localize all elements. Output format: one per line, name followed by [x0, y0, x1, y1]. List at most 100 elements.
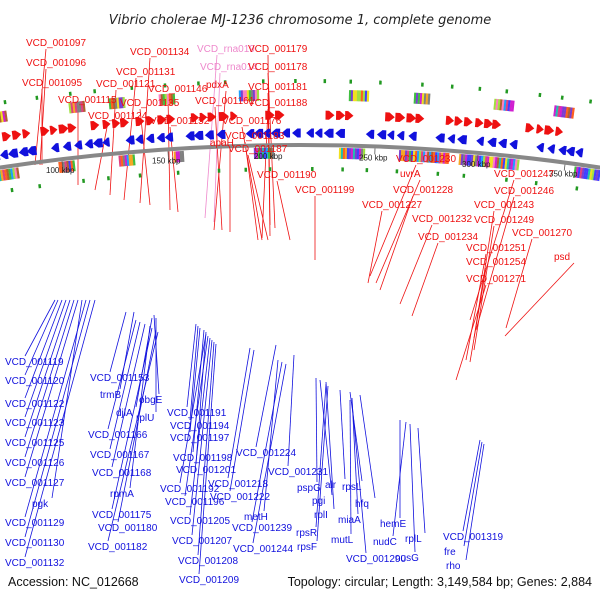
gene-label[interactable]: VCD_001244: [233, 544, 293, 555]
gene-label[interactable]: VCD_001246: [494, 186, 554, 197]
gene-label[interactable]: psd: [554, 252, 570, 263]
gene-label[interactable]: VCD_001205: [170, 516, 230, 527]
gene-label[interactable]: VCD_001209: [179, 575, 239, 586]
gene-label[interactable]: VCD_001180: [98, 523, 158, 534]
gene-label[interactable]: pgi: [312, 496, 325, 507]
gene-label[interactable]: VCD_001168: [92, 468, 152, 479]
gene-label[interactable]: VCD_001194: [170, 421, 230, 432]
gene-label[interactable]: VCD_001097: [26, 38, 86, 49]
gene-label[interactable]: VCD_001167: [90, 450, 150, 461]
gene-label[interactable]: VCD_001270: [512, 228, 572, 239]
gene-label[interactable]: rpmA: [110, 489, 134, 500]
gene-label[interactable]: VCD_001121: [96, 79, 156, 90]
gene-label[interactable]: VCD_001254: [466, 257, 526, 268]
gene-label[interactable]: VCD_001120: [5, 376, 65, 387]
gene-label[interactable]: VCD_001146: [148, 84, 208, 95]
gene-label[interactable]: rpsF: [297, 542, 317, 553]
gene-labels[interactable]: VCD_001097 VCD_001096 VCD_001095 VCD_001115…: [5, 38, 572, 586]
gene-label[interactable]: VCD_001135: [120, 98, 180, 109]
gene-label[interactable]: VCD_001227: [362, 200, 422, 211]
gene-label[interactable]: VCD_001119: [5, 357, 64, 368]
gene-label[interactable]: VCD_001132: [5, 558, 65, 569]
gene-label[interactable]: VCD_001191: [167, 408, 227, 419]
gene-label[interactable]: trmB: [100, 390, 121, 401]
gene-label[interactable]: VCD_001115: [58, 95, 117, 106]
gene-label[interactable]: VCD_001290: [346, 554, 406, 565]
gene-label[interactable]: rplI: [314, 510, 328, 521]
gene-label[interactable]: VCD_001179: [248, 44, 308, 55]
gene-label[interactable]: rplU: [136, 413, 154, 424]
gene-label[interactable]: VCD_001183: [225, 131, 285, 142]
gene-label[interactable]: obgE: [139, 395, 163, 406]
gene-label[interactable]: VCD_001208: [178, 556, 238, 567]
gene-label[interactable]: hfq: [355, 499, 369, 510]
gene-label[interactable]: VCD_001190: [257, 170, 317, 181]
gene-label[interactable]: VCD_001188: [248, 98, 308, 109]
gene-label[interactable]: pgk: [32, 499, 49, 510]
gene-label[interactable]: VCD_001198: [173, 453, 233, 464]
gene-label[interactable]: VCD_001130: [5, 538, 65, 549]
gene-label[interactable]: VCD_001129: [5, 518, 65, 529]
gene-label[interactable]: rpsL: [342, 482, 362, 493]
gene-label[interactable]: VCD_001125: [5, 438, 65, 449]
gene-label[interactable]: nusG: [395, 553, 419, 564]
gene-label[interactable]: VCD_001201: [176, 465, 236, 476]
gene-label[interactable]: VCD_001181: [248, 82, 308, 93]
gene-label[interactable]: VCD_rna014: [200, 62, 258, 73]
gene-label[interactable]: rho: [446, 561, 461, 572]
gene-label[interactable]: VCD_001127: [5, 478, 65, 489]
gene-label[interactable]: VCD_001095: [22, 78, 82, 89]
gene-label[interactable]: VCD_001175: [92, 510, 152, 521]
gene-label[interactable]: VCD_001232: [412, 214, 472, 225]
gene-label[interactable]: VCD_001187: [228, 144, 288, 155]
gene-label[interactable]: metH: [244, 512, 268, 523]
gene-label[interactable]: VCD_001131: [116, 67, 176, 78]
gene-label[interactable]: VCD_001197: [170, 433, 230, 444]
gene-label[interactable]: rpsR: [296, 528, 317, 539]
gene-label[interactable]: alr: [325, 480, 337, 491]
gene-label[interactable]: VCD_001224: [236, 448, 296, 459]
gene-label[interactable]: fre: [444, 547, 456, 558]
gene-label[interactable]: VCD_rna019: [197, 44, 255, 55]
gene-label[interactable]: VCD_001134: [130, 47, 190, 58]
gene-label[interactable]: VCD_001231: [268, 467, 328, 478]
gene-label[interactable]: VCD_001166: [88, 430, 148, 441]
gene-label[interactable]: VCD_001249: [474, 215, 534, 226]
gene-label[interactable]: VCD_001239: [232, 523, 292, 534]
gene-label[interactable]: VCD_001251: [466, 243, 526, 254]
gene-label[interactable]: VCD_001126: [5, 458, 65, 469]
gene-label[interactable]: djlA: [116, 408, 133, 419]
gene-label[interactable]: VCD_001153: [90, 373, 150, 384]
gene-label[interactable]: VCD_001096: [26, 58, 86, 69]
gene-label[interactable]: VCD_001182: [88, 542, 148, 553]
gene-label[interactable]: VCD_001243: [474, 200, 534, 211]
gene-label[interactable]: VCD_001161: [195, 96, 255, 107]
gene-label[interactable]: VCD_001228: [393, 185, 453, 196]
gene-label[interactable]: VCD_001123: [5, 418, 65, 429]
gene-label[interactable]: VCD_001196: [165, 497, 225, 508]
gene-label[interactable]: VCD_001176: [222, 116, 282, 127]
gene-label[interactable]: pdxA: [206, 80, 229, 91]
gene-label[interactable]: VCD_001122: [5, 399, 65, 410]
gene-label[interactable]: VCD_001124: [88, 111, 148, 122]
gene-label[interactable]: VCD_001152: [150, 116, 210, 127]
gene-label[interactable]: rplL: [405, 534, 422, 545]
gene-label[interactable]: VCD_001178: [248, 62, 308, 73]
gene-label[interactable]: VCD_001222: [210, 492, 270, 503]
gene-label[interactable]: VCD_001207: [172, 536, 232, 547]
gene-label[interactable]: VCD_001319: [443, 532, 503, 543]
gene-label[interactable]: nudC: [373, 537, 397, 548]
gene-label[interactable]: apaH: [210, 138, 234, 149]
gene-label[interactable]: VCD_001230: [396, 154, 456, 165]
gene-label[interactable]: VCD_001247: [494, 169, 554, 180]
gene-label[interactable]: hemE: [380, 519, 406, 530]
gene-label[interactable]: pspG: [297, 483, 321, 494]
gene-label[interactable]: VCD_001234: [418, 232, 478, 243]
gene-label[interactable]: VCD_001218: [208, 479, 268, 490]
gene-label[interactable]: miaA: [338, 515, 361, 526]
gene-label[interactable]: VCD_001192: [160, 484, 220, 495]
gene-label[interactable]: uvrA: [400, 169, 421, 180]
gene-label[interactable]: VCD_001199: [295, 185, 355, 196]
gene-label[interactable]: VCD_001271: [466, 274, 526, 285]
gene-label[interactable]: mutL: [331, 535, 354, 546]
